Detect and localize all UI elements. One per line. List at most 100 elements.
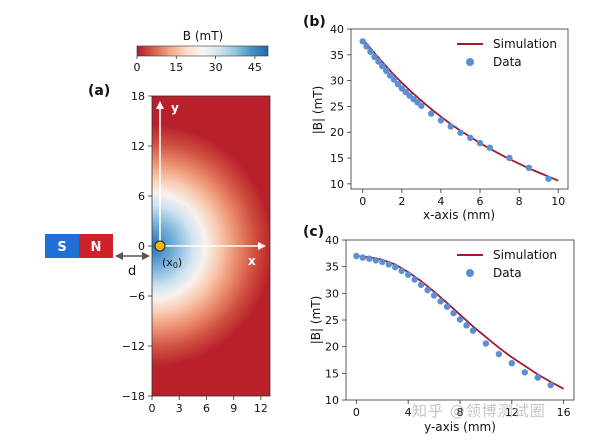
colorbar-tick-label: 30 (209, 61, 223, 74)
data-point (508, 360, 515, 367)
data-point (443, 303, 451, 310)
x-tick-label: 3 (176, 402, 183, 415)
y-tick-label: −6 (129, 290, 145, 303)
y-tick-label: −12 (122, 340, 145, 353)
data-point (418, 102, 425, 110)
origin-label-main: (x (162, 256, 173, 269)
panel-c-ylabel: |B| (mT) (309, 296, 323, 345)
y-tick-label: −18 (122, 390, 145, 403)
y-tick-label: 25 (330, 100, 344, 113)
x-tick-label: 4 (405, 406, 412, 419)
legend-data-label: Data (493, 266, 522, 280)
y-tick-label: 30 (325, 287, 339, 300)
data-point (375, 58, 382, 65)
y-tick-label: 20 (325, 341, 339, 354)
x-tick-label: 12 (254, 402, 268, 415)
panel-c-legend: Simulation Data (457, 248, 557, 280)
data-point (430, 292, 438, 299)
data-point (467, 134, 474, 142)
panel-c-plot: 0 4 8 12 16 10 15 20 25 30 35 40 (325, 234, 571, 419)
colorbar-tick-label: 0 (134, 61, 141, 74)
data-point (424, 286, 431, 294)
magnet-south-label: S (57, 240, 66, 255)
y-tick-label: 0 (138, 240, 145, 253)
origin-label-close: ) (178, 256, 182, 269)
panel-b-frame (350, 28, 569, 190)
data-point (457, 129, 464, 136)
data-point (486, 144, 493, 151)
data-point (379, 258, 386, 266)
y-axis-arrow-label: y (171, 101, 179, 115)
simulation-line (362, 38, 559, 182)
data-point (371, 53, 378, 61)
data-point (463, 322, 470, 329)
colorbar-ticks: 0 15 30 45 (134, 56, 262, 74)
data-point (495, 350, 503, 358)
data-point (525, 164, 533, 171)
panel-b-legend: Simulation Data (457, 37, 557, 69)
panel-b-label: (b) (303, 14, 326, 30)
x-tick-label: 8 (516, 195, 523, 208)
legend-data-label: Data (493, 55, 522, 69)
magnet-north (79, 234, 113, 258)
panel-c-xlabel: y-axis (mm) (424, 420, 496, 434)
magnet: S N (45, 234, 113, 258)
data-point (379, 62, 386, 70)
y-tick-label: 35 (330, 49, 344, 62)
data-point (372, 257, 379, 264)
data-point (383, 67, 390, 75)
y-tick-label: 18 (131, 90, 145, 103)
panel-c-label: (c) (303, 224, 324, 240)
data-point (405, 271, 412, 278)
x-tick-label: 16 (557, 406, 571, 419)
data-point (545, 175, 552, 182)
data-point (353, 252, 360, 260)
data-point (411, 276, 418, 283)
data-point (428, 110, 435, 117)
data-point (367, 48, 374, 55)
y-tick-label: 12 (131, 140, 145, 153)
x-tick-label: 6 (203, 402, 210, 415)
legend-simulation-label: Simulation (493, 248, 557, 262)
magnet-south (45, 234, 79, 258)
legend-simulation-label: Simulation (493, 37, 557, 51)
panel-c: (c) 0 4 8 12 16 10 15 20 25 30 35 40 y-axis (mm) |B… (303, 224, 575, 434)
x-tick-label: 0 (353, 406, 360, 419)
y-tick-label: 40 (330, 23, 344, 36)
data-point (437, 117, 445, 124)
origin-label: (x0) (162, 256, 182, 270)
panel-a-ticks: 0 3 6 9 12 18 12 6 0 −6 −12 −18 (122, 90, 268, 415)
y-tick-label: 30 (330, 75, 344, 88)
x-tick-label: 8 (457, 406, 464, 419)
data-point (386, 72, 394, 79)
origin-marker (154, 240, 166, 252)
gap-label: d (128, 264, 136, 279)
panel-a-label: (a) (88, 83, 110, 99)
y-tick-label: 10 (330, 178, 344, 191)
data-point (534, 374, 541, 381)
data-point (392, 264, 399, 271)
colorbar-tick-label: 45 (248, 61, 262, 74)
y-tick-label: 20 (330, 126, 344, 139)
data-point (447, 123, 454, 130)
data-point (417, 281, 425, 288)
x-tick-label: 9 (230, 402, 237, 415)
panel-b: (b) 0 2 4 6 8 10 10 15 20 25 30 35 40 x-axis (mm) |B… (303, 14, 569, 222)
x-tick-label: 12 (505, 406, 519, 419)
legend-data-swatch (466, 269, 474, 277)
panel-b-xlabel: x-axis (mm) (423, 208, 495, 222)
x-tick-label: 2 (398, 195, 405, 208)
x-tick-label: 6 (477, 195, 484, 208)
data-point (390, 76, 398, 83)
y-tick-label: 40 (325, 234, 339, 247)
data-point (359, 38, 366, 45)
data-point (359, 254, 366, 261)
magnet-north-label: N (91, 240, 102, 255)
data-point (450, 309, 457, 317)
colorbar-label: B (mT) (183, 29, 223, 43)
origin-label-sub: 0 (173, 261, 178, 270)
data-point (482, 340, 490, 347)
x-tick-label: 0 (149, 402, 156, 415)
data-point (398, 267, 405, 275)
